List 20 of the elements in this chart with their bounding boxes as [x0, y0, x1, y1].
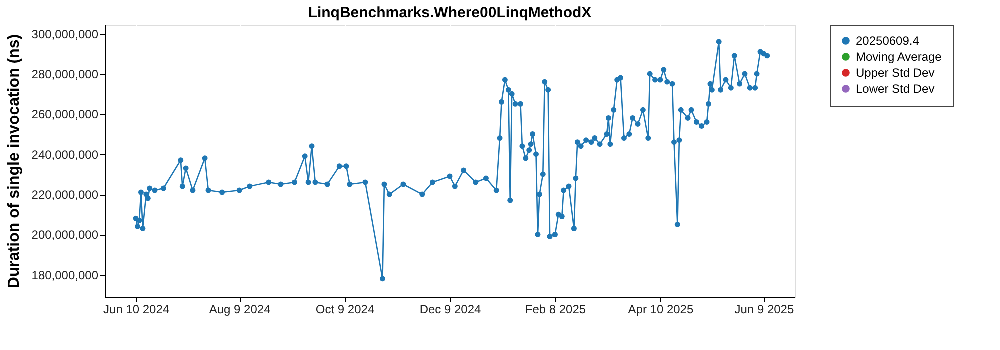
y-tick-label: 180,000,000 — [32, 268, 99, 282]
y-tick-label: 260,000,000 — [32, 108, 99, 122]
y-axis-title: Duration of single invocation (ns) — [6, 34, 23, 289]
y-tick-label: 280,000,000 — [32, 68, 99, 82]
x-tick-label: Jun 10 2024 — [104, 302, 170, 316]
x-tick-label: Dec 9 2024 — [420, 302, 482, 316]
x-tick-label: Aug 9 2024 — [209, 302, 272, 316]
y-tick-label: 240,000,000 — [32, 148, 99, 162]
x-tick-label: Apr 10 2025 — [628, 302, 694, 316]
y-tick-label: 200,000,000 — [32, 228, 99, 242]
chart-title: LinqBenchmarks.Where00LinqMethodX — [308, 4, 592, 22]
legend-label: Moving Average — [856, 50, 942, 64]
legend-label: Lower Std Dev — [856, 82, 935, 96]
x-tick-label: Oct 9 2024 — [316, 302, 375, 316]
legend-label: Upper Std Dev — [856, 66, 935, 80]
y-tick-label: 300,000,000 — [32, 27, 99, 42]
x-tick-label: Jun 9 2025 — [734, 302, 794, 316]
y-tick-label: 220,000,000 — [32, 188, 99, 202]
legend-label: 20250609.4 — [856, 34, 920, 48]
x-tick-label: Feb 8 2025 — [525, 302, 586, 316]
